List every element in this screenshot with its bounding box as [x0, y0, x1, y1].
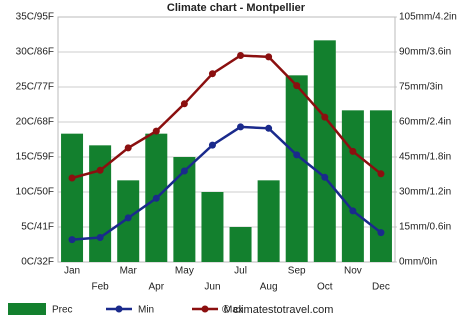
point — [180, 100, 188, 108]
x-tick-label: Apr — [149, 282, 165, 293]
legend-label: Min — [138, 305, 154, 316]
point — [152, 127, 160, 135]
legend-label: Max — [224, 305, 243, 316]
point — [124, 214, 132, 222]
x-tick-label: Jan — [64, 266, 80, 277]
legend-swatch — [8, 303, 46, 315]
y-tick-label: 25C/77F — [16, 82, 54, 93]
y2-tick-label: 0mm/0in — [399, 257, 437, 268]
y2-tick-label: 90mm/3.6in — [399, 47, 451, 58]
plot-frame — [57, 16, 396, 263]
point — [321, 173, 329, 181]
x-tick-label: Nov — [344, 266, 362, 277]
line — [71, 54, 382, 180]
point — [349, 147, 357, 155]
point — [208, 141, 216, 149]
x-tick-label: Sep — [288, 266, 306, 277]
point — [152, 194, 160, 202]
y2-tick-label: 105mm/4.2in — [399, 12, 457, 23]
y-tick-label: 0C/32F — [21, 257, 54, 268]
x-tick-label: Feb — [92, 282, 110, 293]
point — [237, 123, 245, 131]
legend-swatch — [115, 305, 123, 313]
point — [208, 70, 216, 78]
point — [349, 207, 357, 215]
point — [377, 170, 385, 178]
y2-tick-label: 15mm/0.6in — [399, 222, 451, 233]
x-tick-label: Mar — [120, 266, 138, 277]
legend-label: Prec — [52, 305, 73, 316]
bar — [229, 227, 252, 262]
line — [71, 125, 382, 241]
point — [237, 52, 245, 59]
point — [68, 174, 76, 182]
point — [321, 113, 329, 121]
y-tick-label: 35C/95F — [16, 12, 54, 23]
bar — [61, 133, 84, 262]
point — [68, 236, 76, 244]
y-tick-label: 5C/41F — [21, 222, 54, 233]
y-tick-label: 20C/68F — [16, 117, 54, 128]
y-tick-label: 30C/86F — [16, 47, 54, 58]
chart-title: Climate chart - Montpellier — [167, 2, 306, 14]
point — [96, 234, 104, 241]
credit: © climatestotravel.com — [222, 304, 333, 316]
bar — [369, 110, 392, 262]
point — [265, 124, 273, 132]
x-tick-label: Aug — [260, 282, 278, 293]
y2-tick-label: 60mm/2.4in — [399, 117, 451, 128]
y2-tick-label: 30mm/1.2in — [399, 187, 451, 198]
point — [265, 53, 273, 61]
bar — [201, 192, 224, 262]
bar — [173, 157, 196, 262]
x-tick-label: May — [175, 266, 194, 277]
x-tick-label: Jun — [204, 282, 220, 293]
y2-tick-label: 45mm/1.8in — [399, 152, 451, 163]
point — [293, 151, 301, 159]
bar — [257, 180, 280, 262]
point — [377, 229, 385, 237]
x-tick-label: Dec — [372, 282, 390, 293]
point — [96, 166, 104, 174]
y-tick-label: 15C/59F — [16, 152, 54, 163]
bar — [341, 110, 364, 262]
y2-tick-label: 75mm/3in — [399, 82, 443, 93]
point — [124, 144, 132, 152]
legend-swatch — [201, 305, 209, 313]
y-tick-label: 10C/50F — [16, 187, 54, 198]
point — [293, 82, 301, 90]
x-tick-label: Oct — [317, 282, 333, 293]
bar — [313, 40, 336, 263]
point — [180, 167, 188, 175]
bar — [285, 75, 308, 262]
x-tick-label: Jul — [234, 266, 247, 277]
